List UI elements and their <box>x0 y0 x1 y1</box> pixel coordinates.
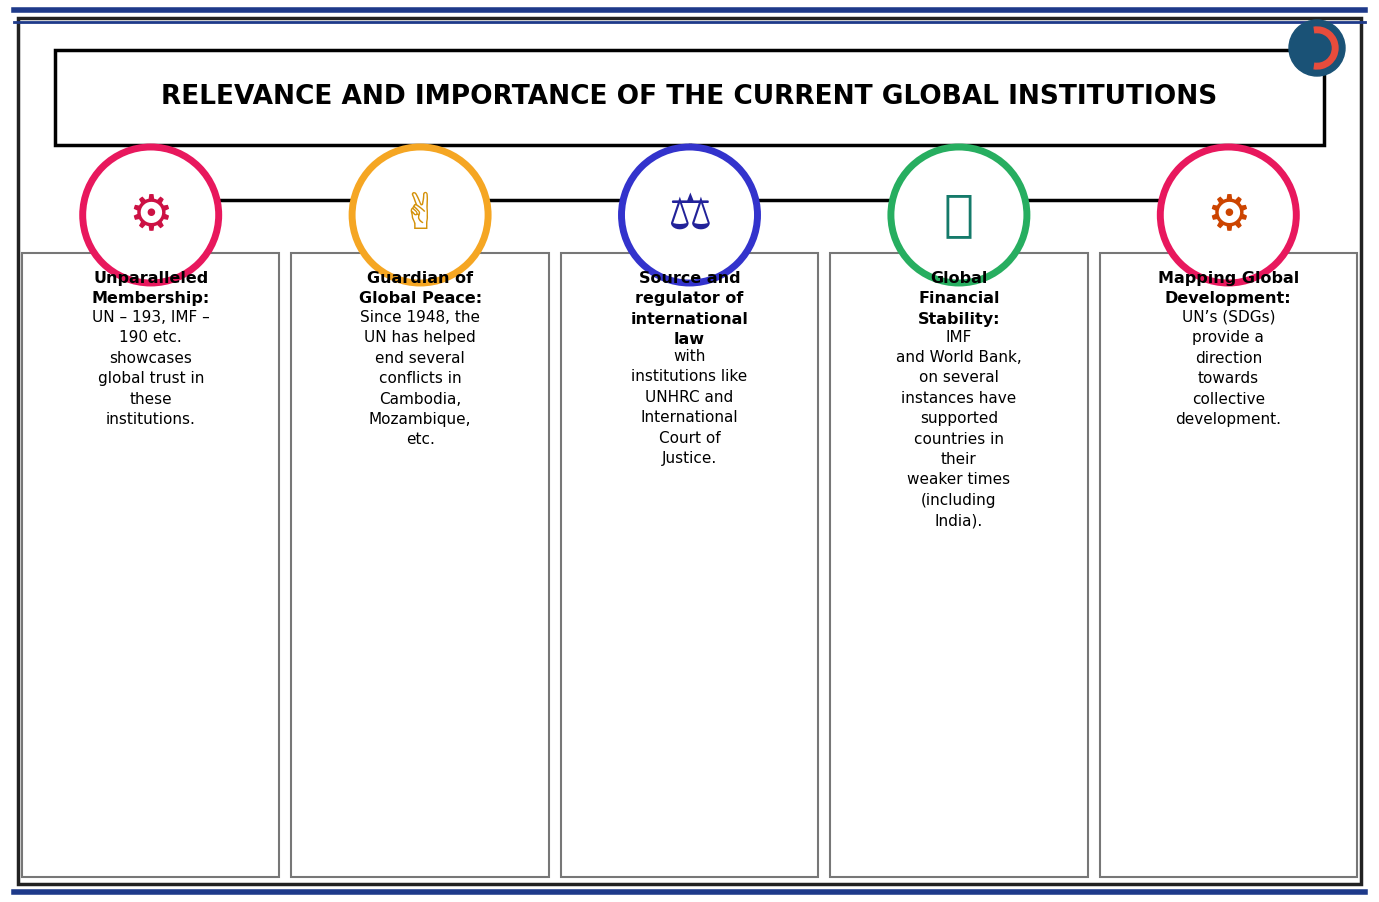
FancyBboxPatch shape <box>22 253 280 877</box>
FancyBboxPatch shape <box>18 18 1361 884</box>
Circle shape <box>891 147 1027 283</box>
FancyBboxPatch shape <box>55 50 1324 145</box>
FancyBboxPatch shape <box>1099 253 1357 877</box>
FancyBboxPatch shape <box>830 253 1088 877</box>
Circle shape <box>83 147 219 283</box>
Text: Unparalleled
Membership:: Unparalleled Membership: <box>91 271 210 307</box>
Text: Since 1948, the
UN has helped
end several
conflicts in
Cambodia,
Mozambique,
etc: Since 1948, the UN has helped end severa… <box>360 310 480 447</box>
Circle shape <box>352 147 488 283</box>
Circle shape <box>1160 147 1296 283</box>
Text: Mapping Global
Development:: Mapping Global Development: <box>1158 271 1299 307</box>
Text: with
institutions like
UNHRC and
International
Court of
Justice.: with institutions like UNHRC and Interna… <box>632 349 747 466</box>
FancyBboxPatch shape <box>561 253 818 877</box>
Text: IMF
and World Bank,
on several
instances have
supported
countries in
their
weake: IMF and World Bank, on several instances… <box>896 329 1022 528</box>
FancyBboxPatch shape <box>291 253 549 877</box>
Circle shape <box>622 147 757 283</box>
Text: RELEVANCE AND IMPORTANCE OF THE CURRENT GLOBAL INSTITUTIONS: RELEVANCE AND IMPORTANCE OF THE CURRENT … <box>161 85 1218 111</box>
Text: Guardian of
Global Peace:: Guardian of Global Peace: <box>359 271 481 307</box>
Text: ⚙: ⚙ <box>1205 191 1251 239</box>
Text: ⚙: ⚙ <box>128 191 174 239</box>
Circle shape <box>1289 20 1345 76</box>
Text: ✌: ✌ <box>399 191 441 239</box>
Text: UN’s (SDGs)
provide a
direction
towards
collective
development.: UN’s (SDGs) provide a direction towards … <box>1175 310 1281 427</box>
Text: Global
Financial
Stability:: Global Financial Stability: <box>917 271 1000 327</box>
Text: UN – 193, IMF –
190 etc.
showcases
global trust in
these
institutions.: UN – 193, IMF – 190 etc. showcases globa… <box>92 310 210 427</box>
Text: Source and
regulator of
international
law: Source and regulator of international la… <box>630 271 749 347</box>
Text: 💲: 💲 <box>943 191 974 239</box>
Text: ⚖: ⚖ <box>667 191 712 239</box>
